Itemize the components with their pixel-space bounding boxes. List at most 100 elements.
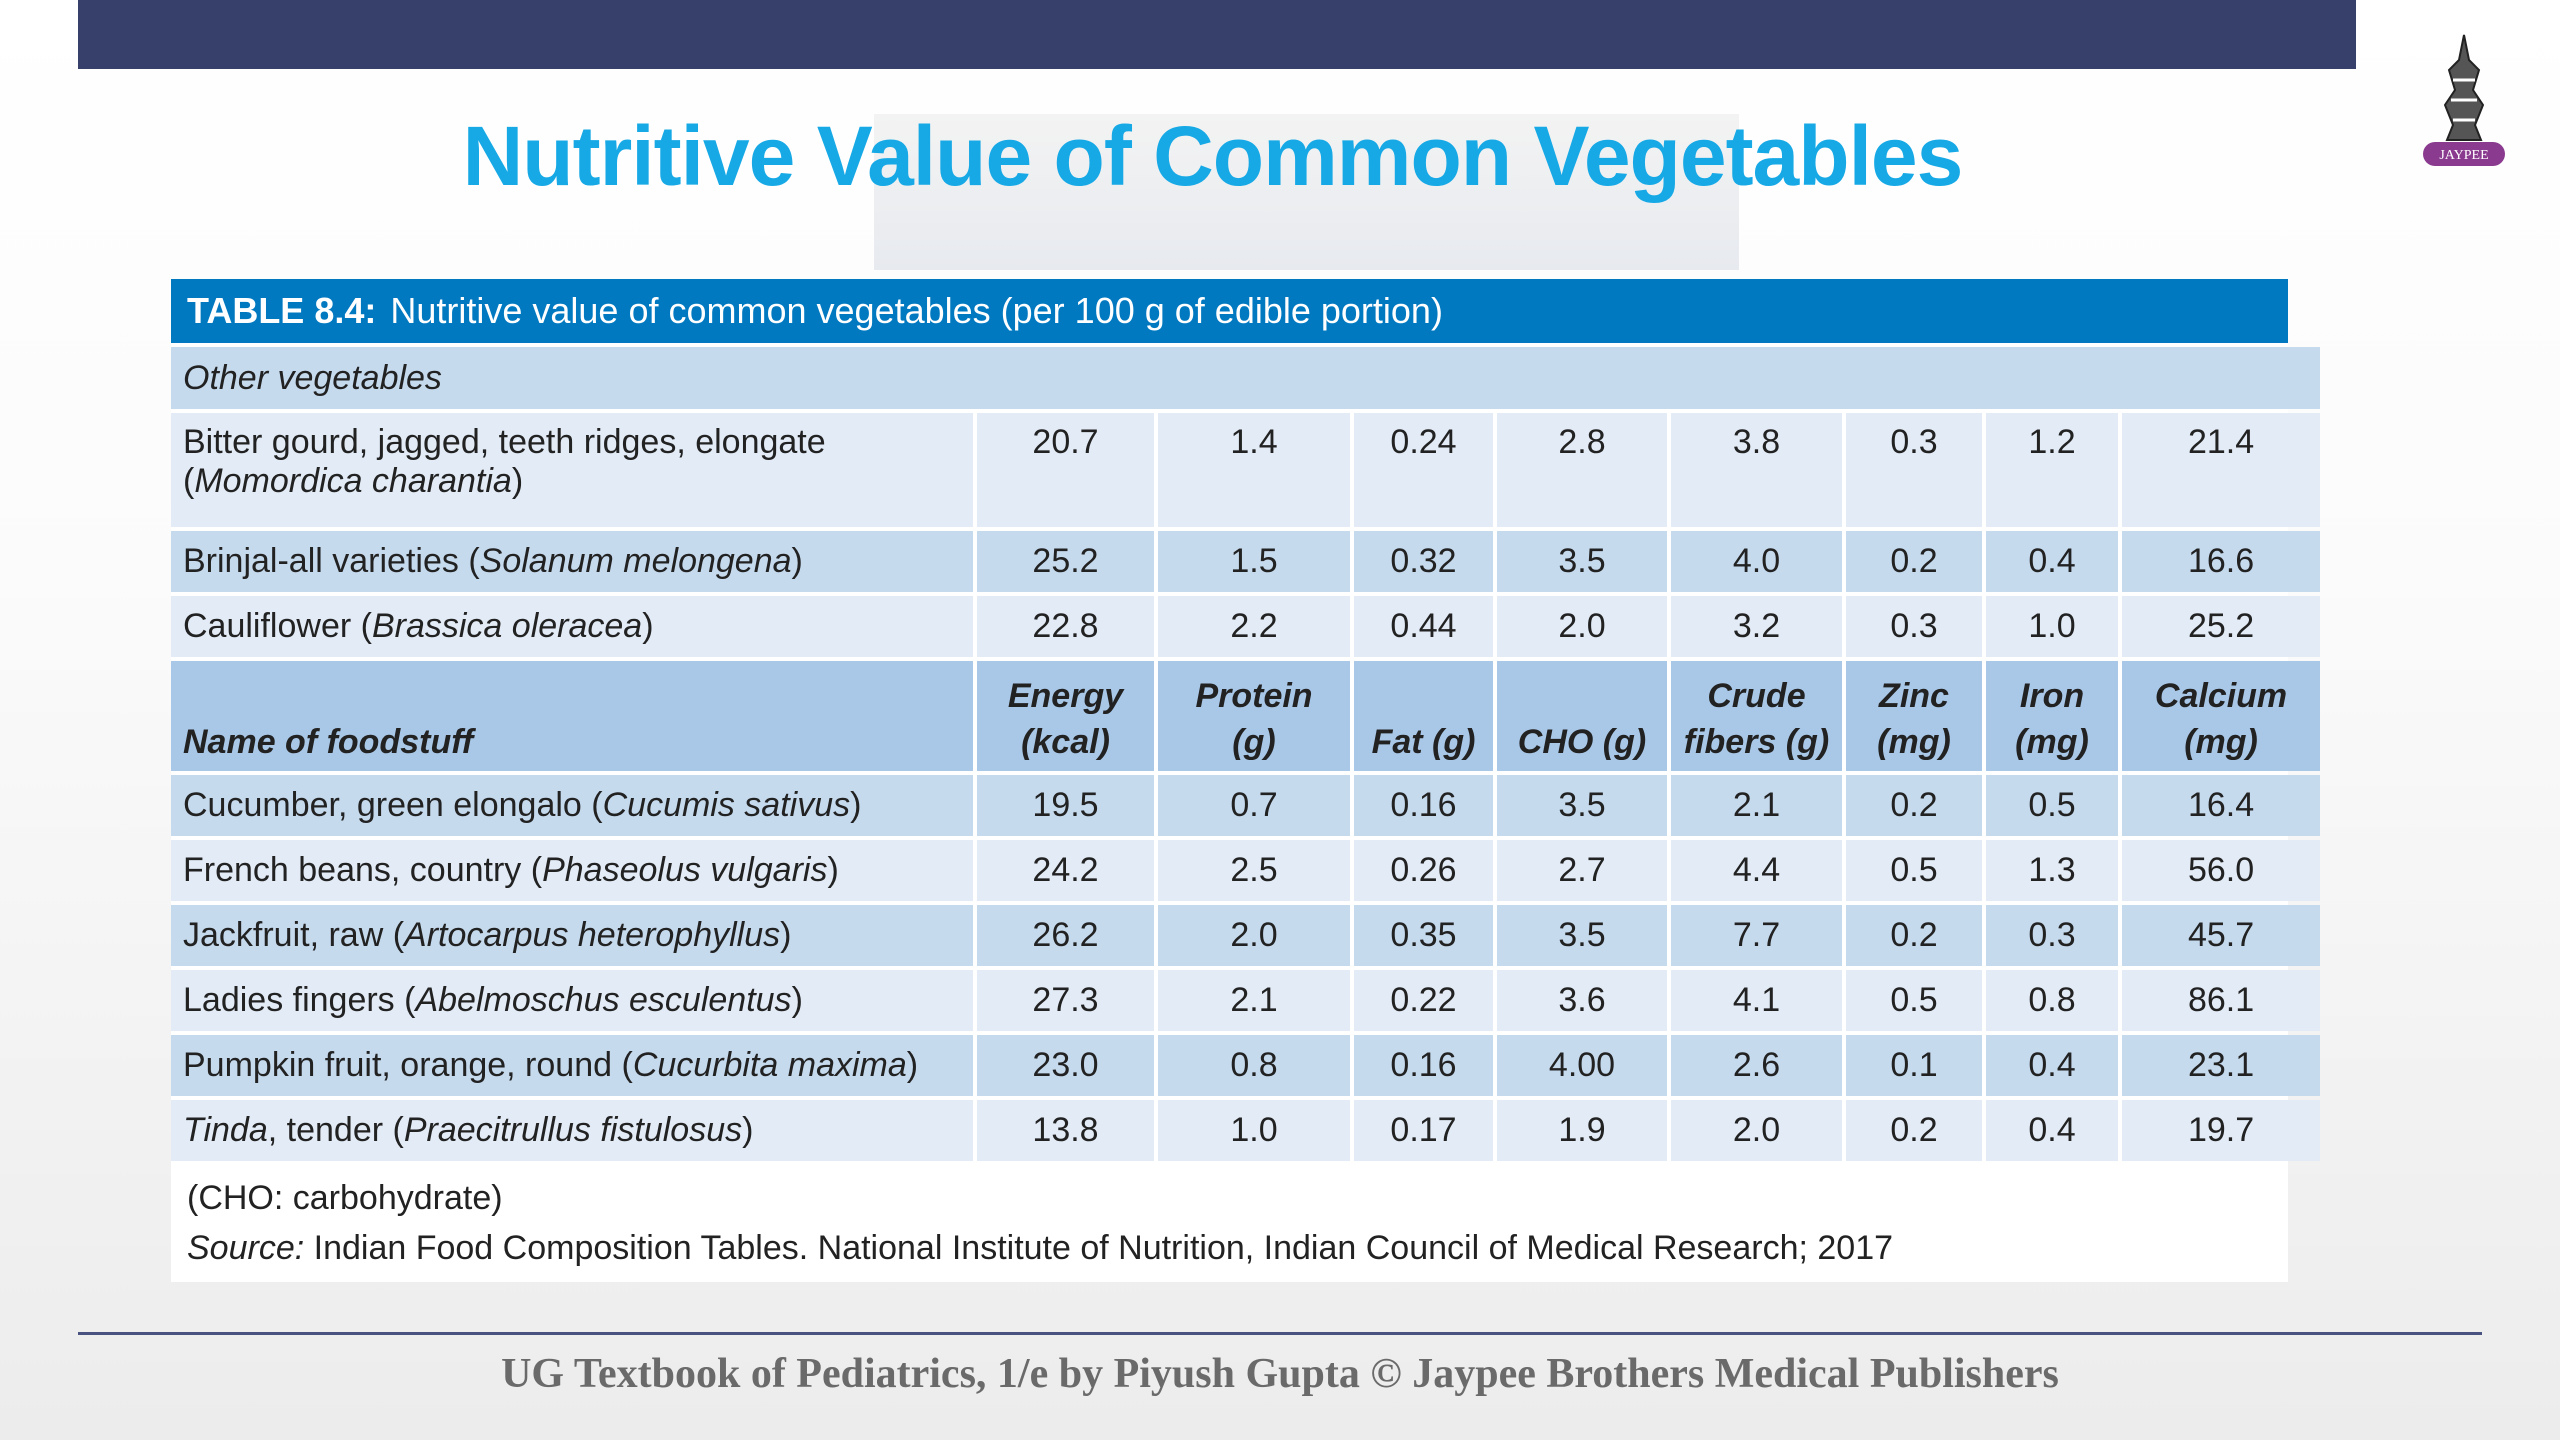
table-row: Pumpkin fruit, orange, round (Cucurbita … [171, 1035, 2321, 1096]
value-cell: 0.2 [1846, 775, 1982, 836]
food-common-name: Brinjal-all varieties [183, 542, 459, 580]
value-cell: 0.16 [1354, 775, 1493, 836]
value-cell: 4.00 [1497, 1035, 1667, 1096]
table-row: Tinda, tender (Praecitrullus fistulosus)… [171, 1100, 2321, 1161]
food-common-name: Bitter gourd, jagged, teeth ridges, elon… [183, 423, 826, 461]
value-cell: 0.2 [1846, 905, 1982, 966]
footer-credit: UG Textbook of Pediatrics, 1/e by Piyush… [501, 1351, 2059, 1397]
food-scientific-name: Momordica charantia [194, 462, 512, 500]
table-number: TABLE 8.4: [187, 290, 377, 331]
value-cell: 2.0 [1497, 596, 1667, 657]
value-cell: 4.1 [1671, 970, 1842, 1031]
column-header: Protein (g) [1158, 661, 1350, 771]
value-cell: 3.8 [1671, 413, 1842, 527]
table-notes: (CHO: carbohydrate) Source: Indian Food … [171, 1165, 2288, 1281]
value-cell: 3.2 [1671, 596, 1842, 657]
value-cell: 1.0 [1986, 596, 2118, 657]
value-cell: 7.7 [1671, 905, 1842, 966]
food-scientific-name: Cucumis sativus [602, 786, 851, 824]
value-cell: 21.4 [2122, 413, 2321, 527]
table-row: French beans, country (Phaseolus vulgari… [171, 840, 2321, 901]
watermark-overlay [874, 114, 1739, 270]
section-row: Other vegetables [171, 347, 2321, 409]
value-cell: 0.3 [1846, 596, 1982, 657]
value-cell: 45.7 [2122, 905, 2321, 966]
table-row: Ladies fingers (Abelmoschus esculentus) 2… [171, 970, 2321, 1031]
value-cell: 23.0 [977, 1035, 1154, 1096]
value-cell: 0.4 [1986, 1035, 2118, 1096]
value-cell: 3.6 [1497, 970, 1667, 1031]
value-cell: 2.2 [1158, 596, 1350, 657]
source-label: Source: [187, 1229, 305, 1267]
value-cell: 0.8 [1158, 1035, 1350, 1096]
food-name-cell: Brinjal-all varieties (Solanum melongena… [171, 531, 973, 592]
food-common-name: Ladies fingers [183, 981, 395, 1019]
column-header: Energy (kcal) [977, 661, 1154, 771]
value-cell: 0.3 [1986, 905, 2118, 966]
value-cell: 19.5 [977, 775, 1154, 836]
value-cell: 2.1 [1671, 775, 1842, 836]
food-common-name: Cucumber, green elongalo [183, 786, 582, 824]
value-cell: 16.4 [2122, 775, 2321, 836]
value-cell: 0.22 [1354, 970, 1493, 1031]
value-cell: 2.0 [1671, 1100, 1842, 1161]
value-cell: 86.1 [2122, 970, 2321, 1031]
value-cell: 3.5 [1497, 905, 1667, 966]
value-cell: 0.5 [1986, 775, 2118, 836]
value-cell: 0.3 [1846, 413, 1982, 527]
value-cell: 3.5 [1497, 775, 1667, 836]
table-caption: TABLE 8.4: Nutritive value of common vege… [171, 279, 2288, 343]
value-cell: 1.3 [1986, 840, 2118, 901]
food-name-cell: Pumpkin fruit, orange, round (Cucurbita … [171, 1035, 973, 1096]
value-cell: 3.5 [1497, 531, 1667, 592]
food-common-name: Jackfruit, raw [183, 916, 384, 954]
food-name-cell: Ladies fingers (Abelmoschus esculentus) [171, 970, 973, 1031]
food-name-cell: Tinda, tender (Praecitrullus fistulosus) [171, 1100, 973, 1161]
nutrition-table: TABLE 8.4: Nutritive value of common vege… [171, 279, 2321, 1282]
top-banner [78, 0, 2356, 69]
footer-divider [78, 1332, 2482, 1335]
value-cell: 0.5 [1846, 840, 1982, 901]
value-cell: 4.4 [1671, 840, 1842, 901]
value-cell: 0.32 [1354, 531, 1493, 592]
table-caption-text: Nutritive value of common vegetables (pe… [390, 290, 1443, 331]
value-cell: 0.4 [1986, 1100, 2118, 1161]
source-note: Source: Indian Food Composition Tables. … [187, 1223, 2272, 1273]
value-cell: 1.2 [1986, 413, 2118, 527]
food-name-cell: Bitter gourd, jagged, teeth ridges, elon… [171, 413, 973, 527]
value-cell: 0.5 [1846, 970, 1982, 1031]
slide-title: Nutritive Value of Common Vegetables [462, 109, 1964, 203]
food-scientific-name: Praecitrullus fistulosus [403, 1111, 743, 1149]
column-header: CHO (g) [1497, 661, 1667, 771]
food-name-cell: Cucumber, green elongalo (Cucumis sativu… [171, 775, 973, 836]
value-cell: 1.4 [1158, 413, 1350, 527]
food-scientific-name: Phaseolus vulgaris [542, 851, 828, 889]
value-cell: 2.0 [1158, 905, 1350, 966]
value-cell: 25.2 [2122, 596, 2321, 657]
column-header: Zinc (mg) [1846, 661, 1982, 771]
value-cell: 27.3 [977, 970, 1154, 1031]
section-label: Other vegetables [171, 347, 2321, 409]
value-cell: 19.7 [2122, 1100, 2321, 1161]
food-name-cell: Cauliflower (Brassica oleracea) [171, 596, 973, 657]
value-cell: 0.16 [1354, 1035, 1493, 1096]
value-cell: 16.6 [2122, 531, 2321, 592]
table-header-row: Name of foodstuff Energy (kcal) Protein (g… [171, 661, 2321, 771]
table-row: Bitter gourd, jagged, teeth ridges, elon… [171, 413, 2321, 527]
value-cell: 26.2 [977, 905, 1154, 966]
column-header: Crude fibers (g) [1671, 661, 1842, 771]
table-row: Cauliflower (Brassica oleracea) 22.8 2.2 0.… [171, 596, 2321, 657]
column-header: Calcium (mg) [2122, 661, 2321, 771]
value-cell: 1.0 [1158, 1100, 1350, 1161]
value-cell: 0.44 [1354, 596, 1493, 657]
value-cell: 25.2 [977, 531, 1154, 592]
column-header: Name of foodstuff [171, 661, 973, 771]
food-name-italic: Tinda [183, 1111, 268, 1149]
food-common-name: Pumpkin fruit, orange, round [183, 1046, 613, 1084]
value-cell: 22.8 [977, 596, 1154, 657]
food-scientific-name: Brassica oleracea [371, 607, 643, 645]
table-row: Jackfruit, raw (Artocarpus heterophyllus… [171, 905, 2321, 966]
value-cell: 1.9 [1497, 1100, 1667, 1161]
food-scientific-name: Cucurbita maxima [632, 1046, 907, 1084]
source-text: Indian Food Composition Tables. National… [313, 1229, 1894, 1267]
